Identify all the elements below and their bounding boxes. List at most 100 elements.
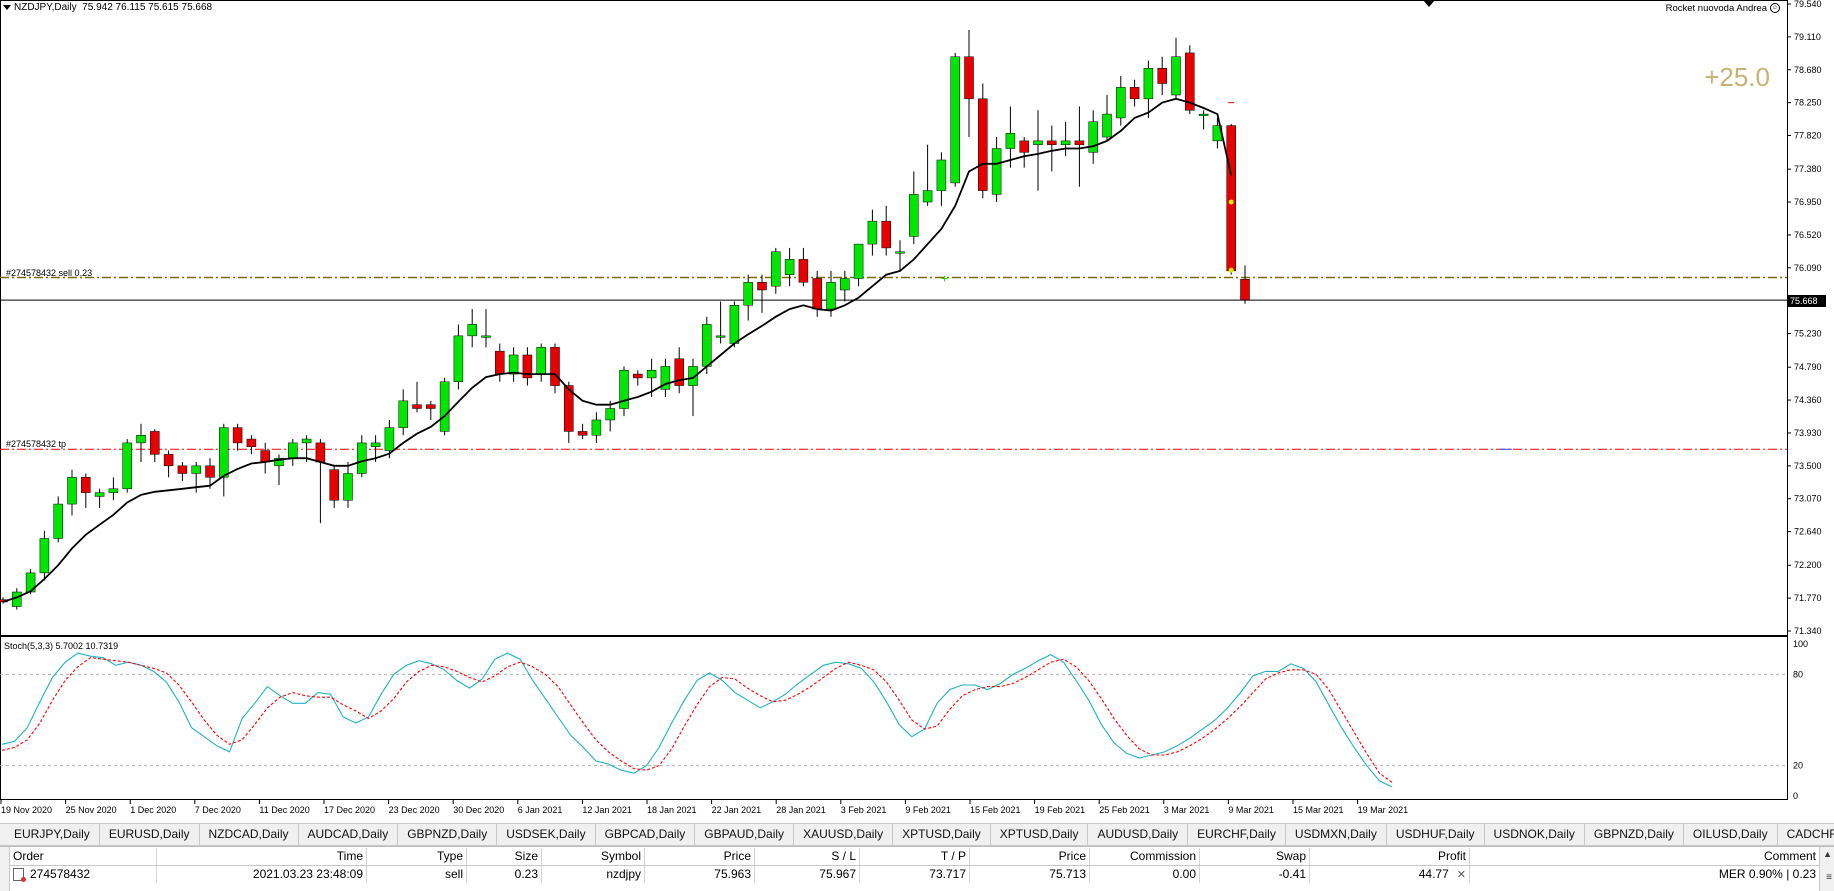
symbol-tab[interactable]: GBPCAD,Daily [596, 824, 696, 845]
expert-advisor-label[interactable]: Rocket nuovoda Andrea ☺ [1666, 3, 1780, 14]
header-current-price[interactable]: Price [970, 848, 1090, 865]
symbol-tab[interactable]: USDSEK,Daily [497, 824, 596, 845]
candle-bearish [881, 220, 891, 249]
stochastic-panel[interactable]: 100 80 20 0 [0, 636, 1834, 800]
symbol-tab[interactable]: GBPAUD,Daily [695, 824, 795, 845]
order-time: 2021.03.23 23:48:09 [157, 866, 367, 883]
order-size-text: 0.23 [514, 867, 538, 881]
close-order-icon[interactable]: ✕ [1456, 869, 1466, 881]
order-current-price-text: 75.713 [1049, 867, 1086, 881]
stoch-signal-line [1, 657, 1393, 783]
symbol-tab[interactable]: GBPNZD,Daily [398, 824, 498, 845]
header-type[interactable]: Type [367, 848, 467, 865]
x-tick-label: 22 Jan 2021 [712, 805, 762, 815]
header-size[interactable]: Size [467, 848, 542, 865]
candle-bearish [674, 358, 684, 386]
terminal-order-row[interactable]: 274578432 2021.03.23 23:48:09 sell 0.23 nzdj… [10, 866, 1820, 883]
symbol-tab[interactable]: OILUSD,Daily [1684, 824, 1778, 845]
order-open-label: #274578432 sell 0.23 [6, 268, 93, 278]
price-chart[interactable]: 79.540 79.110 78.680 78.250 77.820 77.380 76.9… [0, 0, 1834, 636]
x-tick-label: 3 Feb 2021 [841, 805, 887, 815]
symbol-tab-bar: EURJPY,Daily EURUSD,Daily NZDCAD,Daily AUDC… [0, 823, 1834, 846]
terminal-side-handle[interactable] [0, 847, 10, 891]
x-tick-label: 19 Mar 2021 [1358, 805, 1409, 815]
x-tick-label: 7 Dec 2020 [195, 805, 241, 815]
candle-bullish [660, 366, 671, 390]
candle-bullish [301, 438, 312, 444]
x-tick-label: 15 Feb 2021 [970, 805, 1021, 815]
order-id-text: 274578432 [30, 867, 91, 881]
candle-bullish [1198, 113, 1209, 116]
y-tick-label: 73.930 [1794, 428, 1822, 438]
scroll-up-icon[interactable]: ▲ [1823, 849, 1832, 859]
candle-bearish [757, 282, 767, 291]
y-tick-label: 73.500 [1794, 461, 1822, 471]
x-tick-label: 19 Nov 2020 [1, 805, 52, 815]
candle-bullish [439, 381, 450, 432]
candle-bullish [715, 335, 726, 338]
header-commission[interactable]: Commission [1090, 848, 1200, 865]
x-tick-label: 28 Jan 2021 [776, 805, 826, 815]
candle-bullish [922, 190, 933, 203]
symbol-tab[interactable]: XAUUSD,Daily [794, 824, 894, 845]
candle-bearish [205, 465, 215, 478]
shift-marker-icon[interactable] [1423, 0, 1435, 7]
candle-bullish [702, 324, 712, 367]
candle-bearish [522, 354, 533, 379]
sell-entry-marker-icon [1228, 199, 1234, 205]
header-comment[interactable]: Comment [1470, 848, 1820, 865]
y-tick-label: 71.770 [1794, 593, 1822, 603]
header-tp[interactable]: T / P [860, 848, 970, 865]
symbol-tab[interactable]: USDHUF,Daily [1387, 824, 1485, 845]
symbol-tab[interactable]: CADCHF,Daily [1778, 824, 1834, 845]
symbol-tab[interactable]: XPTUSD,Daily [991, 824, 1089, 845]
header-swap[interactable]: Swap [1200, 848, 1310, 865]
symbol-tab[interactable]: XPTUSD,Daily [893, 824, 991, 845]
symbol-tab[interactable]: AUDCAD,Daily [299, 824, 399, 845]
candle-bearish [177, 465, 188, 474]
menu-lines-icon[interactable]: ≡ [1826, 872, 1832, 883]
order-sl-text: 75.967 [819, 867, 856, 881]
x-tick-label: 18 Jan 2021 [647, 805, 697, 815]
candle-bullish [1102, 113, 1112, 138]
symbol-tab[interactable]: USDMXN,Daily [1286, 824, 1387, 845]
dropdown-arrow-icon[interactable] [3, 4, 11, 10]
candle-bullish [1143, 67, 1154, 100]
symbol-tab[interactable]: EURUSD,Daily [100, 824, 200, 845]
y-tick-label: 77.380 [1794, 164, 1822, 174]
header-sl[interactable]: S / L [755, 848, 860, 865]
candle-bullish [619, 370, 629, 409]
candle-bearish [1074, 140, 1085, 145]
candle-bullish [1088, 121, 1098, 153]
y-tick-label: 72.200 [1794, 560, 1822, 570]
symbol-tab[interactable]: GBPNZD,Daily [1585, 824, 1684, 845]
order-open-price-text: 75.963 [714, 867, 751, 881]
candle-bearish [150, 431, 160, 455]
candle-bullish [39, 538, 50, 574]
y-tick-label: 76.950 [1794, 197, 1822, 207]
symbol-tab[interactable]: EURCHF,Daily [1188, 824, 1286, 845]
candle-bullish [743, 282, 753, 306]
symbol-tab[interactable]: USDNOK,Daily [1485, 824, 1585, 845]
candle-bullish [536, 347, 546, 375]
symbol-tab[interactable]: EURJPY,Daily [0, 824, 100, 845]
header-price[interactable]: Price [645, 848, 755, 865]
candle-bearish [246, 438, 257, 447]
header-symbol[interactable]: Symbol [542, 848, 645, 865]
symbol-tab[interactable]: AUDUSD,Daily [1088, 824, 1189, 845]
header-order[interactable]: Order [10, 848, 157, 865]
candle-bearish [964, 56, 974, 100]
y-tick-label: 76.520 [1794, 230, 1822, 240]
order-swap: -0.41 [1200, 866, 1310, 883]
candle-bearish [412, 404, 422, 409]
header-time[interactable]: Time [157, 848, 367, 865]
symbol-tab[interactable]: NZDCAD,Daily [200, 824, 299, 845]
y-tick-label: 75.230 [1794, 329, 1822, 339]
x-tick-label: 3 Mar 2021 [1164, 805, 1210, 815]
header-profit[interactable]: Profit [1310, 848, 1470, 865]
candle-bearish [1226, 125, 1236, 272]
y-tick-label: 74.790 [1794, 362, 1822, 372]
terminal-scrollbar[interactable]: ▲ ≡ [1819, 847, 1834, 891]
chart-window[interactable]: 79.540 79.110 78.680 78.250 77.820 77.380 76.9… [0, 0, 1834, 818]
